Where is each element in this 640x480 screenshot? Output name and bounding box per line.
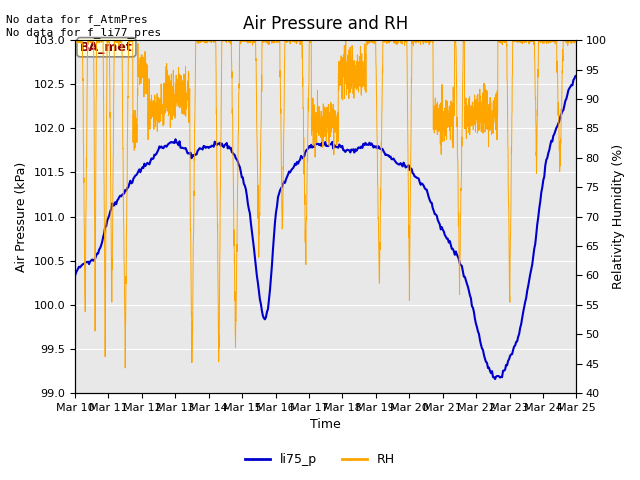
Text: BA_met: BA_met [80,41,132,54]
Y-axis label: Air Pressure (kPa): Air Pressure (kPa) [15,161,28,272]
Text: No data for f_AtmPres
No data for f_li77_pres: No data for f_AtmPres No data for f_li77… [6,14,162,38]
Y-axis label: Relativity Humidity (%): Relativity Humidity (%) [612,144,625,289]
Legend: li75_p, RH: li75_p, RH [240,448,400,471]
Title: Air Pressure and RH: Air Pressure and RH [243,15,408,33]
X-axis label: Time: Time [310,419,341,432]
